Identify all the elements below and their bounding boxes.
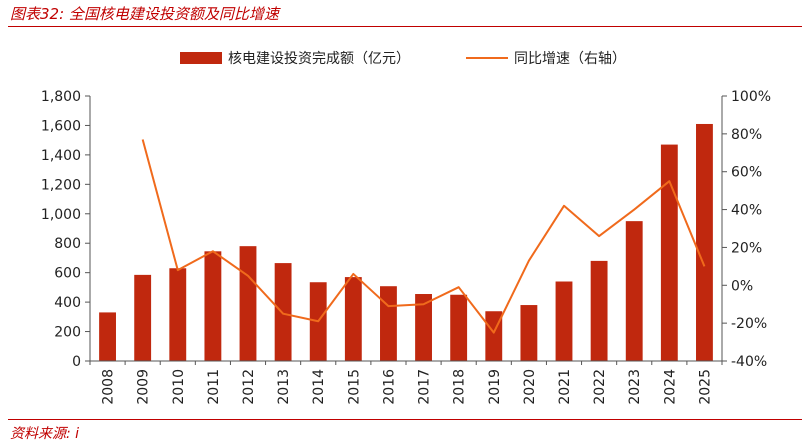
x-tick-label-2008: 2008 [101, 369, 117, 405]
title-divider [8, 26, 802, 27]
left-tick-label: 1,600 [41, 118, 81, 134]
x-tick-label-2019: 2019 [487, 369, 503, 405]
x-tick-label-2010: 2010 [171, 369, 187, 405]
left-tick-label: 0 [72, 354, 81, 370]
x-tick-label-2025: 2025 [697, 369, 713, 405]
bar-2008 [99, 312, 116, 361]
bar-2012 [239, 246, 257, 361]
right-tick-label: -20% [731, 316, 767, 332]
right-tick-label: 60% [731, 165, 762, 181]
bar-2025 [696, 123, 713, 361]
x-tick-label-2024: 2024 [662, 369, 678, 405]
bar-2011 [204, 251, 222, 361]
bar-2023 [625, 221, 643, 361]
left-tick-label: 1,200 [41, 177, 81, 193]
x-tick-label-2015: 2015 [346, 369, 362, 405]
bar-2017 [415, 294, 432, 361]
x-tick-label-2023: 2023 [627, 369, 643, 405]
x-tick-label-2021: 2021 [557, 369, 573, 405]
right-tick-label: 40% [731, 203, 762, 219]
bar-2015 [344, 277, 362, 361]
bar-2010 [169, 268, 187, 361]
x-axis: 2008 2009 2010 2011 2012 2013 2014 2015 2016 2017… [89, 360, 723, 405]
bar-2013 [274, 263, 292, 361]
bar-2022 [590, 260, 608, 361]
left-tick-label: 1,400 [41, 148, 81, 164]
legend: 核电建设投资完成额（亿元） 同比增速（右轴） [180, 51, 626, 67]
bar-series [99, 123, 713, 361]
right-tick-label: 20% [731, 240, 762, 256]
bar-2016 [380, 286, 397, 361]
legend-bar-swatch [180, 52, 222, 64]
left-tick-label: 800 [54, 236, 81, 252]
left-tick-label: 600 [54, 266, 81, 282]
x-tick-label-2016: 2016 [381, 369, 397, 405]
right-tick-label: 80% [731, 127, 762, 143]
chart: 核电建设投资完成额（亿元） 同比增速（右轴） 0 200 400 600 800 1,000… [41, 51, 771, 405]
bar-2021 [555, 281, 573, 361]
x-tick-label-2011: 2011 [206, 369, 222, 405]
left-tick-label: 200 [54, 325, 81, 341]
legend-line-label: 同比增速（右轴） [514, 51, 626, 67]
right-tick-label: 0% [731, 278, 753, 294]
x-tick-label-2009: 2009 [136, 369, 152, 405]
left-axis: 0 200 400 600 800 1,000 1,200 1,400 1,600 1,800 [41, 89, 91, 370]
left-tick-label: 1,800 [41, 89, 81, 105]
x-tick-label-2020: 2020 [522, 369, 538, 405]
bar-2024 [660, 144, 678, 361]
right-tick-label: -40% [731, 354, 767, 370]
footer-divider [8, 419, 802, 420]
left-tick-label: 1,000 [41, 207, 81, 223]
bar-2018 [450, 294, 468, 361]
figure-source: 资料来源: i [10, 426, 80, 442]
growth-line [141, 139, 706, 334]
x-tick-label-2018: 2018 [452, 369, 468, 405]
x-tick-label-2014: 2014 [311, 369, 327, 405]
x-tick-label-2022: 2022 [592, 369, 608, 405]
x-tick-label-2017: 2017 [417, 369, 433, 405]
x-tick-label-2012: 2012 [241, 369, 257, 405]
bar-2020 [520, 305, 538, 361]
figure-title: 图表32: 全国核电建设投资额及同比增速 [10, 5, 279, 23]
x-tick-label-2013: 2013 [276, 369, 292, 405]
line-series [141, 139, 706, 334]
right-tick-label: 100% [731, 89, 771, 105]
legend-bar-label: 核电建设投资完成额（亿元） [228, 51, 410, 67]
right-axis: -40% -20% 0% 20% 40% 60% 80% 100% [721, 89, 771, 370]
bar-2009 [134, 274, 152, 361]
left-tick-label: 400 [54, 295, 81, 311]
